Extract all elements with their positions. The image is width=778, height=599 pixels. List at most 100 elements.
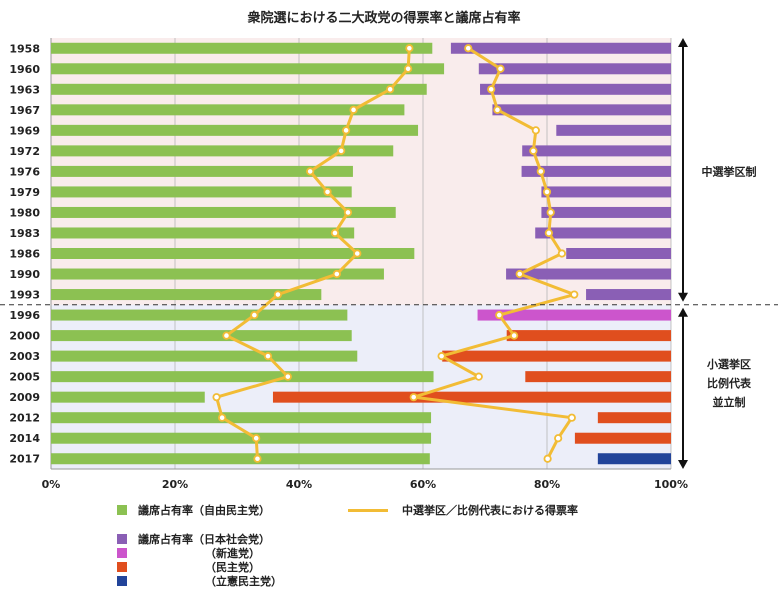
bar-ldp-seat [51,391,205,403]
bar-jsp-seat [566,248,671,259]
marker-opposition_vote_share [557,249,566,258]
bar-ldp-seat [51,248,415,259]
category-label: 2005 [9,371,40,384]
bar-dpj-seat [442,350,671,362]
marker-opposition_vote_share [487,85,496,94]
marker-ldp_vote_share [404,64,413,73]
x-tick-label: 40% [286,478,312,491]
era-label-lower-line: 小選挙区 [706,357,751,371]
x-tick-label: 80% [534,478,560,491]
bar-ldp-seat [51,309,348,321]
bar-ldp-seat [51,227,355,239]
marker-ldp_vote_share [332,269,341,279]
era-label-upper: 中選挙区制 [702,164,757,178]
marker-opposition_vote_share [543,454,552,463]
marker-ldp_vote_share [353,249,362,258]
category-label: 1996 [9,309,40,322]
plot-area: 0% 20% 40% 60% 80% 100% 1958 1960 1963 1967 1969 19… [0,38,778,491]
era-arrow-lower-head-top [678,307,688,317]
category-label: 1993 [9,289,40,302]
bar-cdp-seat [597,453,671,465]
bar-ldp-seat [51,104,405,116]
bar-ldp-seat [51,145,394,157]
marker-ldp_vote_share [250,310,259,320]
legend-swatch-shinshinto [117,548,127,558]
bar-ldp-seat [51,186,352,198]
category-label: 1979 [9,186,40,199]
bar-jsp-seat [480,83,671,95]
category-label: 1963 [9,83,40,96]
marker-opposition_vote_share [496,64,505,73]
bar-shinshinto-seat [477,309,671,321]
marker-ldp_vote_share [218,413,227,422]
category-label: 1983 [9,227,40,240]
chart-title: 衆院選における二大政党の得票率と議席占有率 [247,10,520,26]
category-label: 1958 [9,42,40,55]
bar-ldp-seat [51,350,358,362]
bar-ldp-seat [51,124,419,136]
bar-jsp-seat [506,268,671,280]
bar-ldp-seat [51,268,384,280]
bar-jsp-seat [521,165,671,177]
category-label: 2009 [9,391,40,404]
legend-label-cdp: （立憲民主党） [205,574,282,588]
marker-ldp_vote_share [273,290,283,299]
marker-opposition_vote_share [510,331,519,340]
bar-ldp-seat [51,206,396,218]
category-label: 2000 [9,330,40,343]
marker-ldp_vote_share [306,167,315,176]
marker-ldp_vote_share [386,85,395,94]
marker-opposition_vote_share [542,187,552,197]
category-label: 2003 [9,350,40,363]
bar-jsp-seat [541,206,671,218]
bar-ldp-seat [51,63,445,75]
x-tick-label: 0% [42,478,61,491]
bar-jsp-seat [522,145,671,157]
legend-swatch-vote-line [348,509,388,512]
marker-ldp_vote_share [342,126,351,135]
bar-dpj-seat [574,432,671,444]
marker-opposition_vote_share [474,372,483,381]
category-label: 2017 [9,453,40,466]
marker-opposition_vote_share [515,269,524,279]
marker-ldp_vote_share [323,187,332,197]
category-label: 1960 [9,63,40,76]
marker-opposition_vote_share [531,126,540,135]
bar-ldp-seat [51,165,353,177]
marker-opposition_vote_share [437,352,446,361]
marker-ldp_vote_share [337,146,346,155]
marker-opposition_vote_share [554,434,563,443]
legend-label-vote-line: 中選挙区／比例代表における得票率 [402,503,578,517]
legend-swatch-dpj [117,562,127,572]
marker-opposition_vote_share [544,228,553,238]
legend: 議席占有率（自由民主党） 中選挙区／比例代表における得票率 議席占有率（日本社会… [117,503,578,588]
legend-swatch-ldp [117,505,127,515]
legend-swatch-cdp [117,576,127,586]
bar-ldp-seat [51,412,432,424]
era-arrow-upper-head-bottom [678,292,688,302]
category-label: 1969 [9,124,40,137]
bar-ldp-seat [51,371,434,383]
category-label: 1972 [9,145,40,158]
category-label: 2014 [9,432,40,445]
bar-jsp-seat [556,124,671,136]
marker-ldp_vote_share [283,372,292,381]
x-tick-label: 100% [654,478,688,491]
marker-opposition_vote_share [495,310,504,320]
legend-label-jsp: 議席占有率（日本社会党） [138,532,270,546]
marker-ldp_vote_share [253,454,262,463]
bar-dpj-seat [506,330,671,342]
era-label-lower-line: 比例代表 [707,376,752,390]
era-arrow-lower-head-bottom [678,460,688,469]
marker-ldp_vote_share [405,44,414,53]
category-label: 1986 [9,248,40,261]
bar-jsp-seat [541,186,671,198]
marker-ldp_vote_share [212,393,221,402]
marker-opposition_vote_share [536,167,545,176]
x-tick-label: 60% [410,478,436,491]
era-label-lower-line: 並立制 [713,395,746,409]
marker-opposition_vote_share [546,208,555,217]
category-label: 1967 [9,104,40,117]
category-label: 1980 [9,206,40,219]
